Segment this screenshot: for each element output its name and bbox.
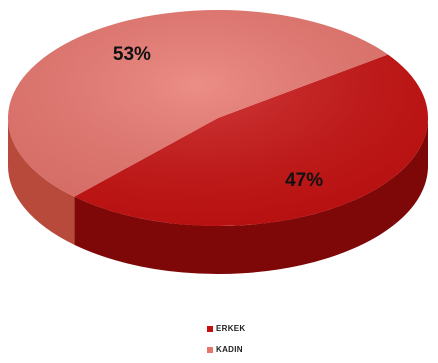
legend-item-erkek: ERKEK: [207, 318, 246, 339]
data-label-erkek: 47%: [285, 170, 323, 191]
pie-labels: 47% 53%: [113, 44, 323, 191]
pie-chart: 47% 53%: [7, 9, 428, 275]
pie-sides: [8, 118, 428, 275]
data-label-kadin: 53%: [113, 44, 151, 65]
pie-tops: [7, 9, 428, 226]
legend-label-kadin: KADIN: [216, 345, 243, 354]
pie-chart-svg: 47% 53%: [7, 9, 428, 275]
legend: ERKEK KADIN: [207, 318, 246, 360]
legend-label-erkek: ERKEK: [216, 324, 246, 333]
legend-swatch-erkek: [207, 325, 213, 332]
legend-swatch-kadin: [207, 346, 213, 353]
pie-side-erkek: [74, 118, 428, 275]
pie-side-kadin: [8, 118, 75, 245]
legend-item-kadin: KADIN: [207, 339, 246, 360]
pie-top-shading: [8, 10, 428, 226]
